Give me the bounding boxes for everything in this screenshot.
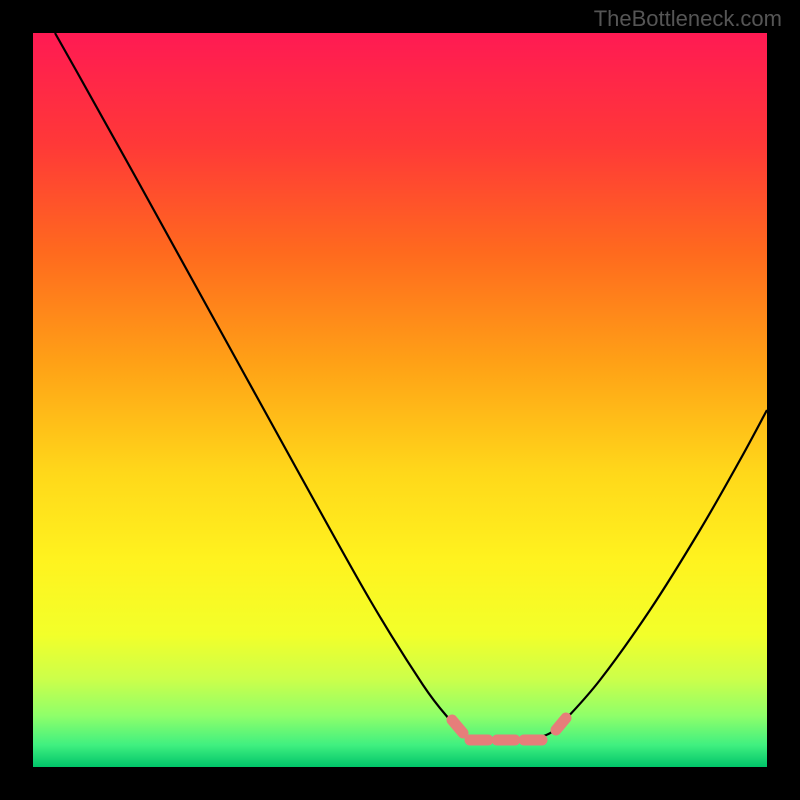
bottleneck-chart bbox=[0, 0, 800, 800]
attribution-label: TheBottleneck.com bbox=[594, 6, 782, 32]
plot-background bbox=[33, 33, 767, 767]
chart-container: TheBottleneck.com bbox=[0, 0, 800, 800]
